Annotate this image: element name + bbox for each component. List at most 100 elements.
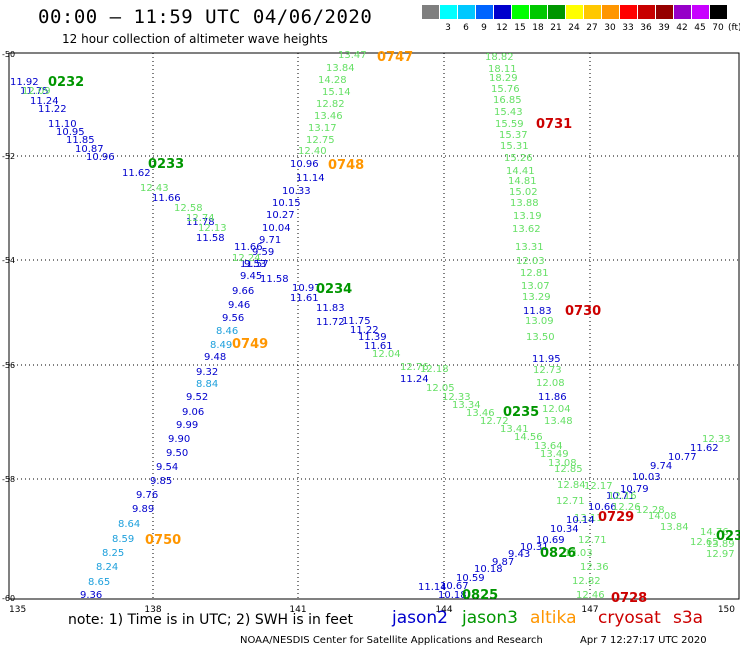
wave-height-value: 10.87 [75, 144, 104, 155]
scale-label: 33 [622, 23, 634, 33]
wave-height-value: 13.88 [510, 198, 539, 209]
wave-height-value: 11.85 [66, 135, 95, 146]
scale-swatch [602, 5, 619, 19]
wave-height-value: 8.46 [216, 326, 238, 337]
wave-height-value: 9.54 [156, 462, 178, 473]
wave-height-value: 9.76 [136, 490, 158, 501]
wave-height-value: 15.37 [499, 130, 528, 141]
scale-swatch [422, 5, 439, 19]
wave-height-value: 9.53 [244, 259, 266, 270]
scale-label: 24 [568, 23, 580, 33]
wave-height-value: 12.71 [556, 496, 585, 507]
wave-height-value: 12.16 [608, 491, 637, 502]
lon-tick-label: 144 [435, 605, 452, 615]
pass-time-label: 0728 [611, 591, 647, 606]
wave-height-value: 10.31 [520, 542, 549, 553]
scale-label: 18 [532, 23, 544, 33]
wave-height-value: 10.14 [566, 515, 595, 526]
wave-height-value: 12.81 [520, 268, 549, 279]
wave-height-value: 10.96 [86, 152, 115, 163]
generated-timestamp: Apr 7 12:27:17 UTC 2020 [580, 635, 707, 646]
wave-height-value: 11.75 [342, 316, 371, 327]
lon-tick-label: 138 [144, 605, 161, 615]
wave-height-value: 8.24 [96, 562, 118, 573]
wave-height-value: 13.47 [338, 50, 367, 61]
pass-time-label: 0747 [377, 50, 413, 65]
wave-height-value: 10.27 [266, 210, 295, 221]
pass-time-label: 0729 [598, 510, 634, 525]
pass-time-label: 0232 [48, 75, 84, 90]
wave-height-value: 12.08 [536, 378, 565, 389]
wave-height-value: 8.64 [118, 519, 140, 530]
legend-item-cryosat: cryosat [598, 608, 661, 628]
wave-height-value: 12.09 [22, 86, 51, 97]
wave-height-value: 11.58 [196, 233, 225, 244]
scale-swatch [692, 5, 709, 19]
legend-item-altika: altika [530, 608, 577, 628]
wave-height-value: 14.56 [514, 432, 543, 443]
wave-height-value: 13.46 [314, 111, 343, 122]
wave-height-value: 11.39 [358, 332, 387, 343]
wave-height-value: 9.87 [492, 557, 514, 568]
wave-height-value: 10.71 [606, 491, 635, 502]
wave-height-value: 9.85 [150, 476, 172, 487]
wave-height-value: 16.85 [493, 95, 522, 106]
wave-height-value: 14.08 [648, 511, 677, 522]
lon-tick-label: 147 [581, 605, 598, 615]
wave-height-value: 8.49 [210, 340, 232, 351]
scale-label: 42 [676, 23, 688, 33]
wave-height-value: 12.18 [420, 364, 449, 375]
wave-height-value: 8.25 [102, 548, 124, 559]
wave-height-value: 15.59 [495, 119, 524, 130]
pass-time-label: 0749 [232, 337, 268, 352]
wave-height-value: 12.73 [533, 365, 562, 376]
wave-height-value: 13.19 [513, 211, 542, 222]
wave-height-value: 12.97 [706, 549, 735, 560]
wave-height-value: 15.26 [504, 153, 533, 164]
scale-unit: (ft) [728, 23, 740, 33]
wave-height-value: 12.24 [232, 253, 261, 264]
wave-height-value: 13.62 [512, 224, 541, 235]
wave-height-value: 13.41 [500, 424, 529, 435]
scale-swatch [566, 5, 583, 19]
wave-height-value: 11.14 [418, 582, 447, 593]
wave-height-value: 9.66 [232, 286, 254, 297]
wave-height-value: 10.67 [440, 581, 469, 592]
wave-height-value: 11.92 [10, 77, 39, 88]
wave-height-value: 11.62 [122, 168, 151, 179]
wave-height-value: 9.32 [196, 367, 218, 378]
wave-height-value: 8.84 [196, 379, 218, 390]
wave-height-value: 12.74 [186, 213, 215, 224]
wave-height-value: 11.66 [234, 242, 263, 253]
wave-height-value: 18.11 [488, 64, 517, 75]
scale-swatch [638, 5, 655, 19]
pass-time-label: 0748 [328, 158, 364, 173]
pass-time-label: 0730 [565, 304, 601, 319]
wave-height-value: 12.85 [554, 464, 583, 475]
wave-height-value: 11.57 [240, 259, 269, 270]
wave-height-value: 10.96 [290, 159, 319, 170]
wave-height-value: 12.33 [702, 434, 731, 445]
wave-height-value: 11.86 [538, 392, 567, 403]
wave-height-value: 13.17 [308, 123, 337, 134]
pass-time-label: 0235 [503, 405, 539, 420]
wave-height-value: 9.90 [168, 434, 190, 445]
wave-height-value: 12.40 [298, 146, 327, 157]
wave-height-value: 15.31 [500, 141, 529, 152]
wave-height-value: 10.66 [588, 502, 617, 513]
wave-height-value: 11.62 [690, 443, 719, 454]
wave-height-value: 13.08 [548, 458, 577, 469]
wave-height-value: 11.72 [316, 317, 345, 328]
wave-height-value: 9.71 [259, 235, 281, 246]
wave-height-value: 12.46 [576, 590, 605, 601]
scale-label: 39 [658, 23, 670, 33]
wave-height-value: 12.65 [690, 537, 719, 548]
scale-swatch [548, 5, 565, 19]
pass-time-label: 023 [716, 529, 740, 544]
wave-height-value: 9.36 [80, 590, 102, 601]
wave-height-value: 9.50 [166, 448, 188, 459]
wave-height-value: 12.71 [578, 535, 607, 546]
wave-height-value: 10.33 [282, 186, 311, 197]
scale-label: 15 [514, 23, 526, 33]
wave-height-value: 10.18 [474, 564, 503, 575]
